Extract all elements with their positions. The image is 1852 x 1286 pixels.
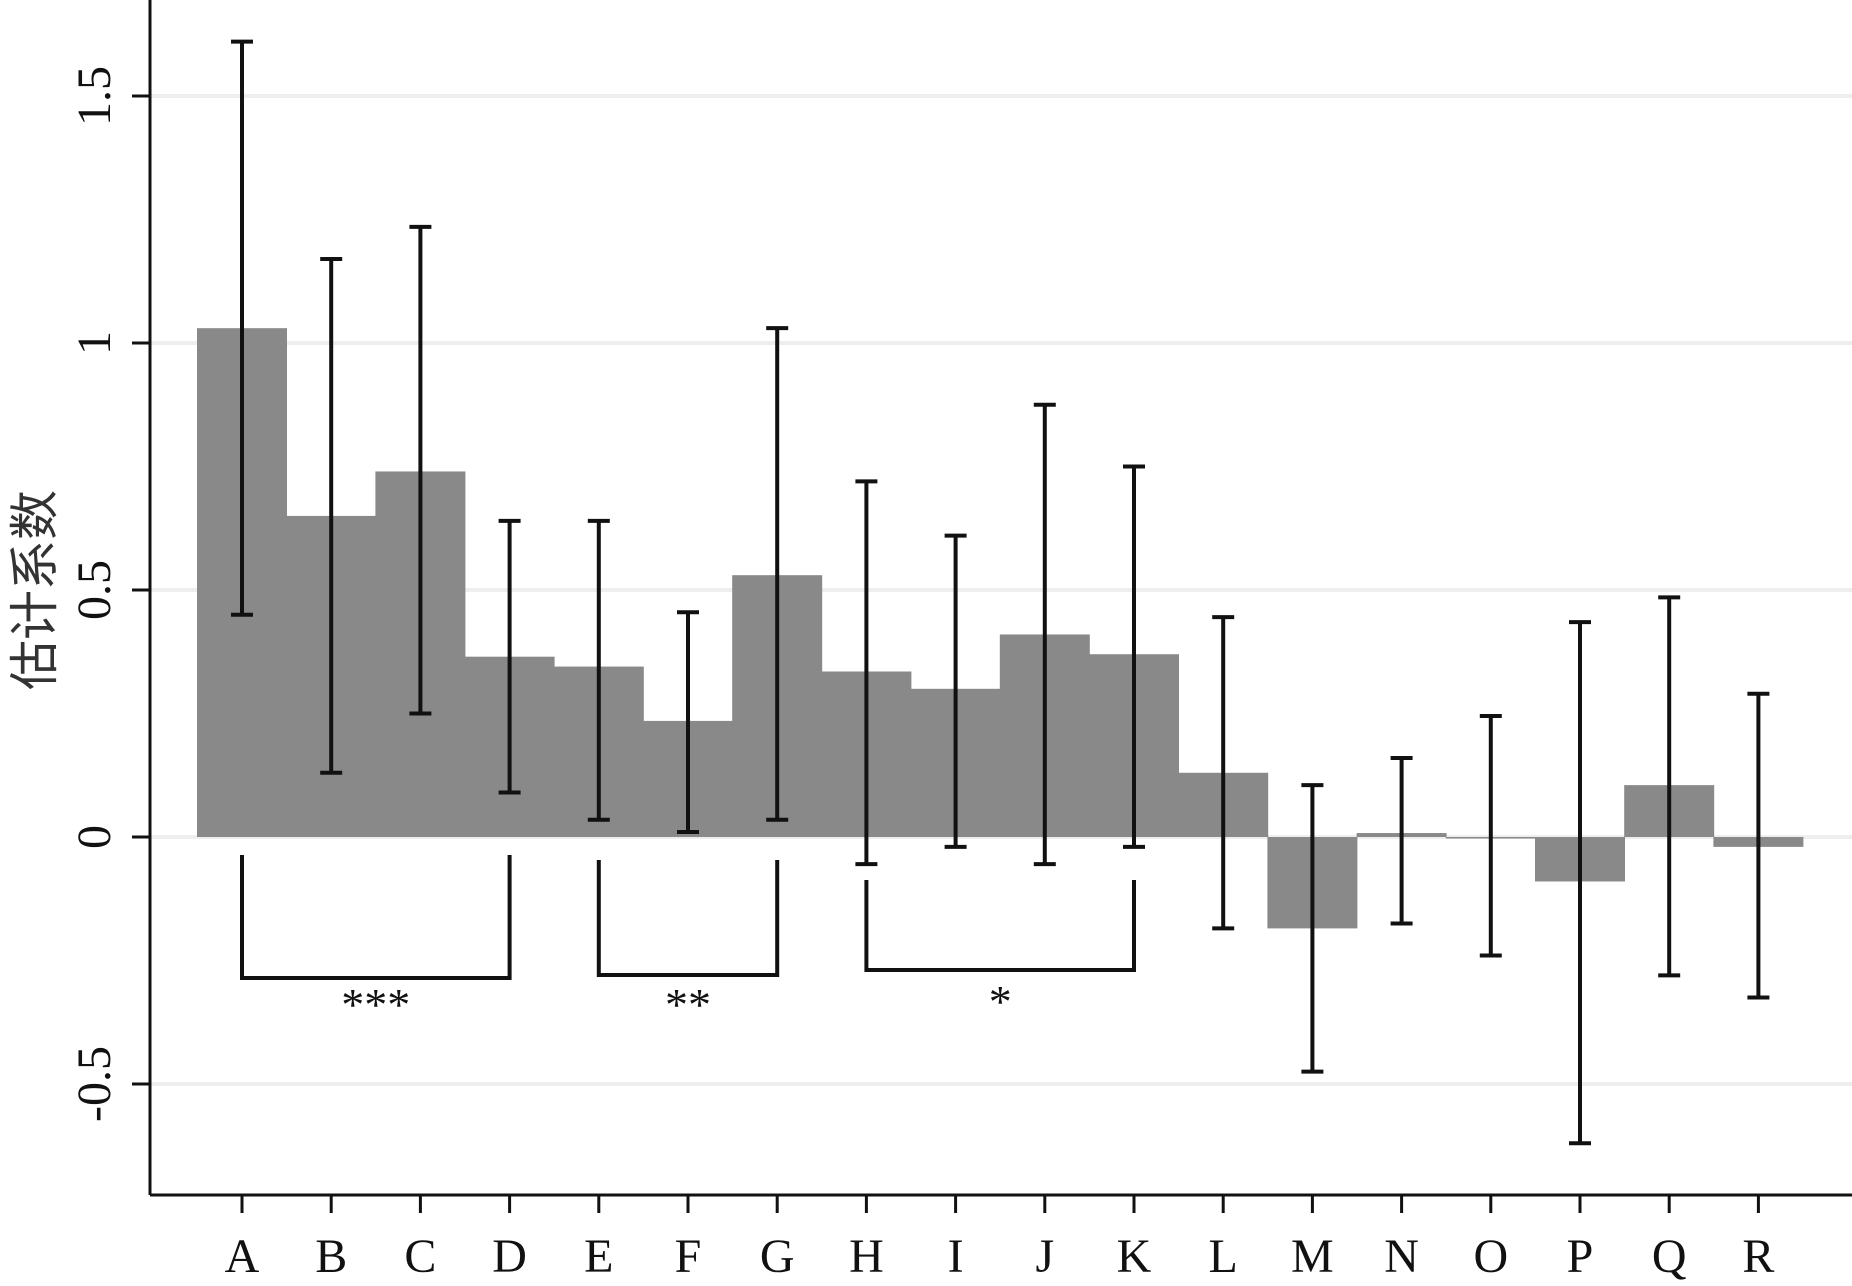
bracket-line (864, 880, 1136, 972)
x-tick-label: J (1035, 1230, 1054, 1283)
significance-bracket: * (864, 880, 1136, 1027)
x-tick-label: Q (1652, 1230, 1687, 1283)
y-tick-label: 0 (68, 825, 121, 849)
y-tick-label: -0.5 (68, 1046, 121, 1122)
x-tick-label: M (1291, 1230, 1334, 1283)
x-tick-label: L (1209, 1230, 1238, 1283)
x-tick-label: A (225, 1230, 260, 1283)
error-bar-F (677, 610, 699, 835)
error-bars (231, 39, 1770, 1146)
y-tick-label: 0.5 (68, 560, 121, 620)
y-ticks: -0.5 0 0.5 1 1.5 (68, 66, 150, 1122)
error-bar-C (409, 224, 432, 716)
error-bar-G (766, 326, 789, 822)
x-tick-label: F (675, 1230, 702, 1283)
x-tick-label: C (404, 1230, 436, 1283)
significance-label: ** (665, 979, 711, 1030)
error-bar-L (1212, 615, 1235, 931)
y-tick-label: 1 (68, 331, 121, 355)
significance-label: *** (341, 979, 410, 1030)
error-bar-N (1390, 755, 1413, 926)
error-bar-P (1569, 620, 1591, 1146)
error-bar-H (855, 479, 878, 867)
significance-label: * (989, 976, 1012, 1027)
error-bar-M (1301, 783, 1324, 1074)
x-tick-label: I (948, 1230, 964, 1283)
significance-bracket: ** (596, 860, 780, 1030)
y-tick-label: 1.5 (68, 66, 121, 126)
error-bar-E (587, 518, 610, 822)
significance-brackets: *** ** * (240, 855, 1136, 1030)
x-tick-label: O (1473, 1230, 1508, 1283)
axes (148, 0, 1852, 1197)
x-tick-label: D (492, 1230, 527, 1283)
x-tick-label: H (849, 1230, 884, 1283)
bracket-line (240, 855, 512, 980)
error-bar-D (498, 518, 521, 795)
error-bar-J (1033, 402, 1056, 867)
error-bar-K (1123, 464, 1145, 849)
x-tick-label: G (760, 1230, 795, 1283)
error-bar-R (1747, 691, 1770, 1000)
error-bar-I (944, 533, 967, 849)
error-bar-Q (1658, 595, 1681, 978)
significance-bracket: *** (240, 855, 512, 1030)
x-tick-label: R (1742, 1230, 1774, 1283)
error-bar-B (320, 257, 343, 775)
error-bar-O (1479, 713, 1502, 958)
x-tick-label: K (1117, 1230, 1152, 1283)
y-axis-label: 估计系数 (6, 490, 64, 690)
x-tick-label: B (315, 1230, 347, 1283)
x-tick-label: P (1567, 1230, 1594, 1283)
error-bar-A (231, 39, 253, 617)
bracket-line (596, 860, 780, 977)
x-tick-label: N (1384, 1230, 1419, 1283)
x-tick-label: E (584, 1230, 613, 1283)
